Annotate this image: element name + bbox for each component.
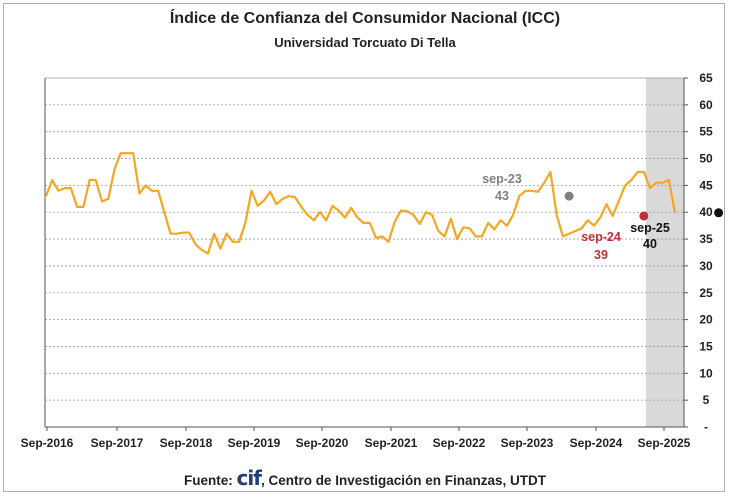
x-ticks: Sep-2016 Sep-2017 Sep-2018 Sep-2019 Sep-2020… [21, 427, 691, 450]
y-ticks: 65 60 55 50 45 40 35 30 25 20 15 10 5 - [684, 71, 713, 434]
source-prefix: Fuente: [184, 473, 237, 488]
x-tick-label: Sep-2020 [296, 436, 349, 450]
marker-sep-24 [639, 211, 649, 221]
source-note: Fuente: cif, Centro de Investigación en … [0, 466, 730, 490]
x-tick-label: Sep-2016 [21, 436, 74, 450]
y-tick-label: 20 [699, 313, 713, 327]
y-tick-label: 55 [699, 125, 713, 139]
y-tick-label: 50 [699, 152, 713, 166]
annotation-markers [564, 191, 724, 221]
annotation-label-sep-23: sep-23 [482, 172, 522, 186]
y-tick-label: 10 [699, 366, 713, 380]
y-tick-label: 30 [699, 259, 713, 273]
y-tick-label: 15 [699, 339, 713, 353]
cif-logo: cif [236, 466, 262, 490]
series-line [44, 152, 677, 255]
chart-frame [3, 3, 725, 492]
annotations: sep-23 43 sep-24 39 sep-25 40 [482, 172, 670, 262]
x-tick-label: Sep-2019 [228, 436, 281, 450]
y-tick-label: 60 [699, 98, 713, 112]
chart-subtitle: Universidad Torcuato Di Tella [274, 35, 456, 50]
marker-sep-25 [714, 208, 724, 218]
annotation-label-sep-25: sep-25 [630, 221, 670, 235]
y-tick-label: 25 [699, 286, 713, 300]
annotation-value-sep-25: 40 [643, 237, 657, 251]
x-tick-label: Sep-2022 [433, 436, 486, 450]
x-tick-label: Sep-2017 [91, 436, 144, 450]
y-tick-label: 40 [699, 205, 713, 219]
annotation-value-sep-24: 39 [594, 248, 608, 262]
annotation-value-sep-23: 43 [495, 189, 509, 203]
shaded-region [645, 78, 684, 427]
source-suffix: , Centro de Investigación en Finanzas, U… [260, 473, 546, 488]
y-tick-label: 35 [699, 232, 713, 246]
marker-sep-23 [564, 191, 574, 201]
y-tick-label: - [704, 420, 708, 434]
y-tick-label: 45 [699, 178, 713, 192]
x-tick-label: Sep-2021 [365, 436, 418, 450]
y-tick-label: 65 [699, 71, 713, 85]
x-tick-label: Sep-2025 [638, 436, 691, 450]
chart-title: Índice de Confianza del Consumidor Nacio… [169, 10, 561, 27]
x-tick-label: Sep-2018 [160, 436, 213, 450]
x-tick-label: Sep-2024 [570, 436, 623, 450]
y-tick-label: 5 [703, 393, 710, 407]
annotation-label-sep-24: sep-24 [581, 230, 621, 244]
x-tick-label: Sep-2023 [501, 436, 554, 450]
gridlines [45, 77, 684, 401]
